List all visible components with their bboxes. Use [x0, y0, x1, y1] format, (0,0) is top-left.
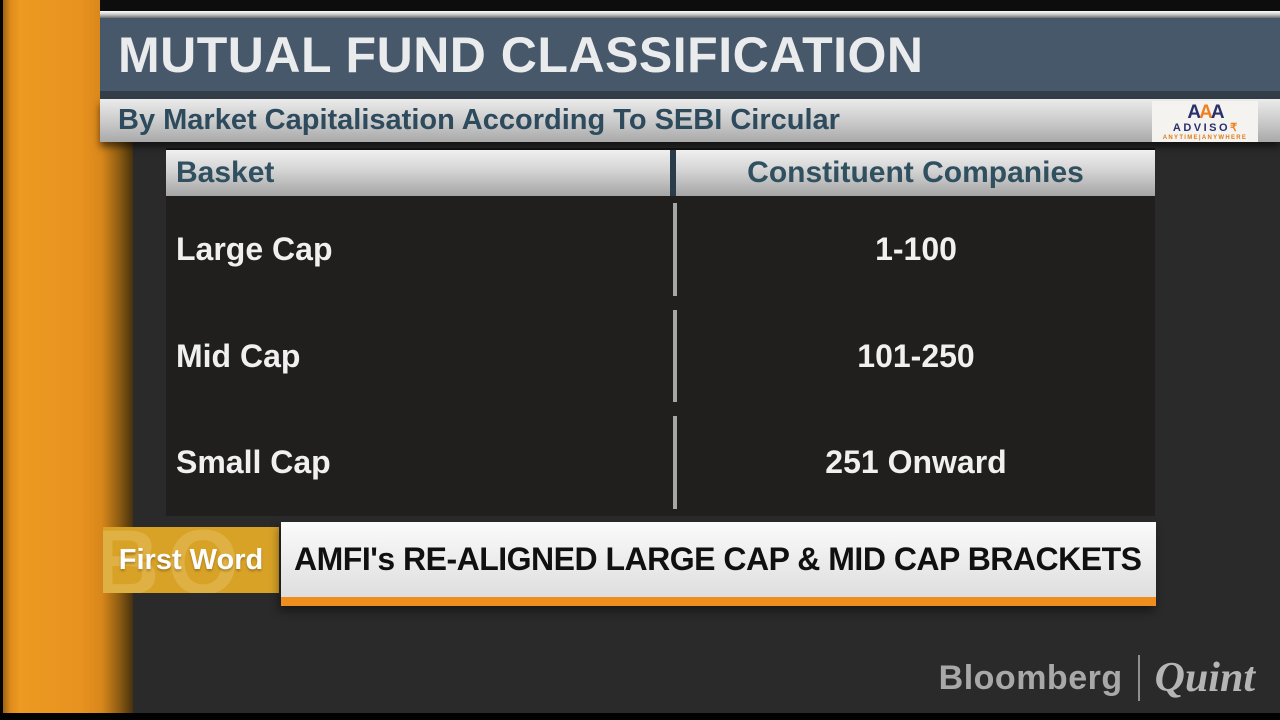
quint-wordmark: Quint: [1154, 655, 1255, 701]
page-title: MUTUAL FUND CLASSIFICATION: [118, 26, 924, 83]
column-divider: [673, 203, 677, 296]
column-divider: [673, 416, 677, 510]
table-body: Large Cap 1-100 Mid Cap 101-250 Small Ca…: [166, 196, 1155, 516]
first-word-label: First Word: [118, 543, 264, 576]
first-word-badge: BQ First Word: [103, 527, 279, 593]
table-header-row: Basket Constituent Companies: [166, 148, 1155, 196]
rupee-icon: ₹: [1230, 121, 1238, 134]
cell-basket: Mid Cap: [176, 337, 301, 374]
table-row: Large Cap 1-100: [166, 196, 1155, 303]
aaa-advisor-logo: AAA ADVISO₹ ANYTIME|ANYWHERE: [1152, 101, 1258, 142]
column-header-basket: Basket: [166, 150, 670, 196]
top-black-strip: [100, 0, 1280, 11]
channel-logo: Bloomberg Quint: [939, 650, 1255, 706]
bloomberg-wordmark: Bloomberg: [938, 658, 1123, 697]
column-divider: [673, 309, 677, 403]
cell-companies: 101-250: [857, 337, 975, 374]
bottom-black-bar: [0, 713, 1280, 720]
aaa-logo-letters: AAA: [1187, 101, 1224, 123]
headline-ticker: AMFI's RE-ALIGNED LARGE CAP & MID CAP BR…: [281, 522, 1156, 606]
cell-companies: 251 Onward: [825, 444, 1007, 481]
metallic-strip: [100, 11, 1280, 18]
cell-companies: 1-100: [875, 230, 957, 267]
column-header-constituent-companies: Constituent Companies: [676, 150, 1155, 196]
title-bar: MUTUAL FUND CLASSIFICATION: [100, 18, 1280, 99]
logo-separator: [1137, 655, 1140, 701]
headline-text: AMFI's RE-ALIGNED LARGE CAP & MID CAP BR…: [294, 541, 1142, 577]
table-row: Mid Cap 101-250: [166, 303, 1155, 410]
cell-basket: Large Cap: [176, 230, 333, 267]
aaa-logo-tagline: ANYTIME|ANYWHERE: [1162, 134, 1248, 141]
subtitle-bar: By Market Capitalisation According To SE…: [100, 99, 1280, 142]
cell-basket: Small Cap: [176, 444, 331, 481]
left-black-edge: [0, 0, 3, 720]
aaa-logo-wordmark: ADVISO₹: [1172, 121, 1238, 134]
bq-watermark: BQ: [103, 527, 247, 593]
page-subtitle: By Market Capitalisation According To SE…: [118, 104, 840, 136]
table-row: Small Cap 251 Onward: [166, 409, 1155, 516]
